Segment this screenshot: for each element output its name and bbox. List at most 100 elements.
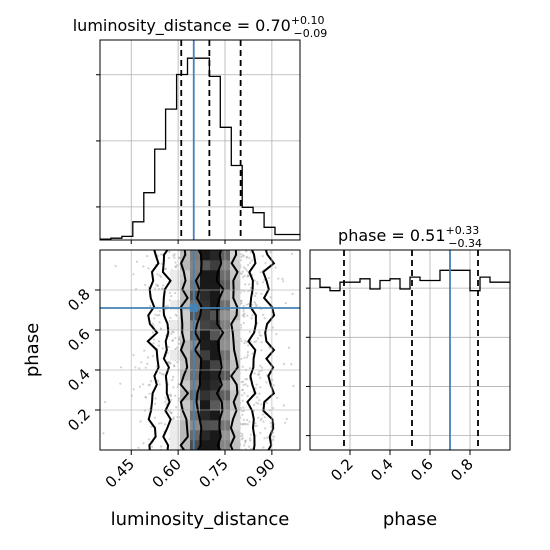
heatmap-cell xyxy=(180,280,191,291)
scatter-point xyxy=(255,424,258,427)
contour-line xyxy=(229,250,239,450)
scatter-point xyxy=(172,416,175,419)
scatter-point xyxy=(260,341,263,344)
heatmap-cell xyxy=(190,440,201,450)
scatter-point xyxy=(261,255,264,258)
density-truth-marker xyxy=(189,304,198,312)
scatter-point xyxy=(173,364,176,367)
scatter-point xyxy=(156,314,159,317)
heatmap-cell xyxy=(190,400,201,411)
scatter-point xyxy=(171,378,174,381)
contour-line xyxy=(161,250,172,450)
scatter-point xyxy=(258,331,261,334)
scatter-point xyxy=(176,264,179,267)
scatter-point xyxy=(243,289,246,293)
phase-y-axis-label: phase xyxy=(22,323,43,377)
scatter-point xyxy=(269,296,272,299)
x-tick-label: 0.60 xyxy=(149,455,185,491)
scatter-point xyxy=(254,302,257,306)
scatter-point xyxy=(241,399,244,402)
scatter-point xyxy=(174,313,177,316)
scatter-point xyxy=(153,317,156,320)
scatter-point xyxy=(264,427,267,430)
scatter-point xyxy=(246,255,249,258)
scatter-point xyxy=(240,326,243,329)
scatter-point xyxy=(240,302,243,305)
x-tick-label: 0.90 xyxy=(242,455,278,491)
scatter-point xyxy=(178,342,181,345)
scatter-point xyxy=(282,363,286,366)
scatter-point xyxy=(166,352,169,355)
scatter-point xyxy=(255,340,258,343)
title-upper-error: +0.10 xyxy=(291,14,325,27)
scatter-point xyxy=(240,340,243,343)
scatter-point xyxy=(243,356,246,359)
scatter-point xyxy=(264,261,267,265)
scatter-point xyxy=(244,339,247,342)
luminosity-distance-x-axis-label: luminosity_distance xyxy=(111,509,290,530)
scatter-point xyxy=(158,422,161,425)
scatter-point xyxy=(263,317,266,320)
heatmap-cell xyxy=(210,390,221,401)
heatmap-cell xyxy=(190,350,201,361)
scatter-point xyxy=(241,388,244,392)
scatter-point xyxy=(149,304,152,308)
x-tick-label: 0.45 xyxy=(102,455,138,491)
scatter-point xyxy=(158,321,161,324)
heatmap-cell xyxy=(180,260,191,271)
scatter-point xyxy=(165,403,168,406)
scatter-point xyxy=(168,361,171,364)
scatter-point xyxy=(156,284,160,287)
scatter-point xyxy=(311,413,313,415)
scatter-point xyxy=(164,396,167,399)
scatter-point xyxy=(147,384,150,387)
heatmap-cell xyxy=(230,330,241,341)
scatter-point xyxy=(138,367,141,370)
scatter-point xyxy=(274,266,277,269)
scatter-point xyxy=(256,281,259,284)
scatter-point xyxy=(244,283,247,286)
heatmap-cell xyxy=(200,350,211,361)
scatter-point xyxy=(260,417,263,420)
scatter-point xyxy=(114,264,117,268)
scatter-point xyxy=(164,268,167,271)
heatmap-cell xyxy=(200,400,211,411)
scatter-point xyxy=(156,284,159,287)
scatter-point xyxy=(241,437,244,440)
scatter-point xyxy=(245,303,248,306)
scatter-point xyxy=(249,439,252,442)
scatter-point xyxy=(258,370,261,373)
scatter-point xyxy=(150,380,153,383)
scatter-point xyxy=(241,380,245,383)
phase-quantile-lines xyxy=(343,250,479,450)
scatter-point xyxy=(158,274,161,277)
scatter-point xyxy=(246,423,249,426)
scatter-point xyxy=(267,276,270,280)
scatter-point xyxy=(241,276,245,279)
scatter-point xyxy=(242,266,246,269)
scatter-point xyxy=(171,330,174,333)
scatter-point xyxy=(262,420,265,423)
heatmap-cell xyxy=(190,260,201,271)
title-main-text: phase = 0.51 xyxy=(338,226,445,245)
heatmap-cell xyxy=(190,410,201,421)
heatmap-cell xyxy=(190,380,201,391)
scatter-point xyxy=(246,394,249,397)
scatter-point xyxy=(249,286,253,289)
density-x-ticks: 0.45 0.60 0.75 0.90 xyxy=(102,450,279,491)
scatter-point xyxy=(247,445,251,448)
scatter-point xyxy=(154,402,157,405)
heatmap-cell xyxy=(210,370,221,381)
scatter-point xyxy=(260,366,264,369)
scatter-point xyxy=(273,435,276,438)
scatter-point xyxy=(148,383,151,386)
scatter-point xyxy=(246,384,249,388)
scatter-point xyxy=(254,294,257,298)
heatmap-cell xyxy=(180,350,191,361)
scatter-point xyxy=(260,349,263,352)
scatter-point xyxy=(158,340,161,343)
luminosity-distance-histogram-frame xyxy=(99,39,301,241)
scatter-point xyxy=(242,305,245,308)
scatter-point xyxy=(290,252,294,255)
scatter-point xyxy=(152,342,155,345)
